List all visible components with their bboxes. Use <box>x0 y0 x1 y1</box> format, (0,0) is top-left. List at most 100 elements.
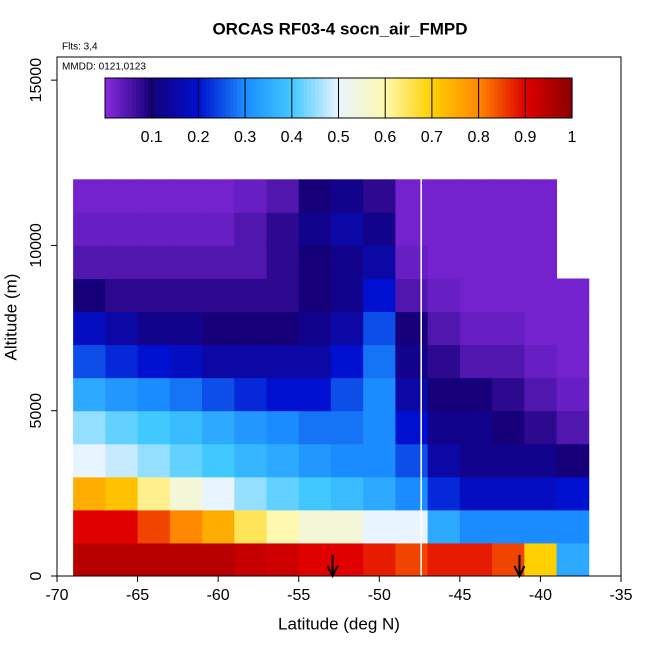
heatmap-cell <box>234 212 267 246</box>
heatmap-cell <box>363 311 396 346</box>
colorbar-swatch <box>354 78 359 118</box>
colorbar-swatch <box>377 78 382 118</box>
heatmap-cell <box>427 377 461 412</box>
heatmap-cell <box>556 377 590 412</box>
colorbar-swatch <box>178 78 184 118</box>
colorbar-swatch <box>536 78 542 118</box>
colorbar-swatch <box>455 78 460 118</box>
colorbar-swatch <box>171 78 176 118</box>
heatmap-cell <box>234 542 267 577</box>
heatmap-cell <box>137 542 171 577</box>
heatmap-cell <box>73 179 106 213</box>
heatmap-cell <box>137 476 171 511</box>
colorbar-swatch <box>120 78 126 118</box>
heatmap-cell <box>137 212 171 246</box>
heatmap-cell <box>234 245 267 279</box>
colorbar-swatch <box>198 78 203 118</box>
colorbar-tick-label: 0.8 <box>467 129 489 146</box>
colorbar-swatch <box>295 78 301 118</box>
heatmap-cell <box>137 410 171 445</box>
heatmap-cell <box>169 344 203 379</box>
heatmap-cell <box>298 245 332 279</box>
heatmap-cell <box>395 443 429 478</box>
colorbar-swatch <box>560 78 565 118</box>
heatmap-cell <box>234 179 267 213</box>
heatmap-cell <box>266 344 300 379</box>
colorbar-swatch <box>284 78 289 118</box>
heatmap-cell <box>266 443 300 478</box>
heatmap-cell <box>330 311 364 346</box>
heatmap-cell <box>298 410 332 445</box>
heatmap-cell <box>266 245 300 279</box>
heatmap-cell <box>298 311 332 346</box>
colorbar-tick-label: 0.7 <box>421 129 443 146</box>
heatmap-cell <box>298 509 332 544</box>
colorbar-swatch <box>439 78 445 118</box>
heatmap-cell <box>395 509 429 544</box>
heatmap-cell <box>459 542 493 577</box>
colorbar-swatch <box>498 78 503 118</box>
x-tick-label: -70 <box>45 587 68 604</box>
colorbar-swatch <box>105 78 110 118</box>
heatmap-cell <box>266 311 300 346</box>
heatmap-cell <box>298 212 332 246</box>
colorbar-swatch <box>206 78 211 118</box>
colorbar-swatch <box>256 78 262 118</box>
heatmap-cell <box>298 278 332 313</box>
heatmap-cell <box>363 212 396 246</box>
y-axis-label: Altitude (m) <box>1 274 20 361</box>
heatmap-cell <box>330 344 364 379</box>
colorbar-swatch <box>210 78 215 118</box>
colorbar-swatch <box>334 78 340 118</box>
x-axis-label: Latitude (deg N) <box>278 614 400 633</box>
colorbar-swatch <box>163 78 168 118</box>
heatmap-cell <box>524 179 558 213</box>
colorbar-frame <box>104 77 573 119</box>
heatmap-cell <box>395 377 429 412</box>
colorbar-swatch <box>556 78 561 118</box>
heatmap-cell <box>556 344 590 379</box>
colorbar-swatch <box>404 78 410 118</box>
heatmap-cell <box>459 509 493 544</box>
heatmap-cell <box>298 542 332 577</box>
colorbar-swatch <box>225 78 231 118</box>
colorbar-swatch <box>466 78 472 118</box>
heatmap-cell <box>330 476 364 511</box>
colorbar-swatch <box>260 78 266 118</box>
colorbar-swatch <box>128 78 133 118</box>
colorbar-swatch <box>330 78 336 118</box>
heatmap-cell <box>137 377 171 412</box>
heatmap-cell <box>73 509 106 544</box>
colorbar-swatch <box>365 78 371 118</box>
heatmap-cell <box>363 377 396 412</box>
colorbar-swatch <box>182 78 188 118</box>
plot-frame <box>56 56 622 577</box>
heatmap-cell <box>556 476 590 511</box>
heatmap-cell <box>202 410 235 445</box>
colorbar-swatch <box>408 78 414 118</box>
heatmap-cell <box>137 344 171 379</box>
heatmap-cell <box>524 443 558 478</box>
colorbar-swatch <box>307 78 312 118</box>
colorbar-swatch <box>202 78 207 118</box>
colorbar-swatch <box>420 78 425 118</box>
colorbar-swatch <box>509 78 515 118</box>
heatmap-cell <box>234 344 267 379</box>
heatmap-cell <box>427 476 461 511</box>
colorbar-swatch <box>373 78 379 118</box>
colorbar-swatch <box>132 78 137 118</box>
heatmap-cell <box>556 311 590 346</box>
colorbar-swatch <box>338 78 343 118</box>
heatmap-cell <box>556 443 590 478</box>
colorbar-swatch <box>252 78 258 118</box>
heatmap-cell <box>298 476 332 511</box>
colorbar-swatch <box>463 78 468 118</box>
heatmap-cell <box>427 410 461 445</box>
colorbar-swatch <box>568 78 573 118</box>
colorbar-swatch <box>474 78 480 118</box>
heatmap-cell <box>363 245 396 279</box>
heatmap-cell <box>524 542 558 577</box>
heatmap-cell <box>202 476 235 511</box>
heatmap-cell <box>330 179 364 213</box>
